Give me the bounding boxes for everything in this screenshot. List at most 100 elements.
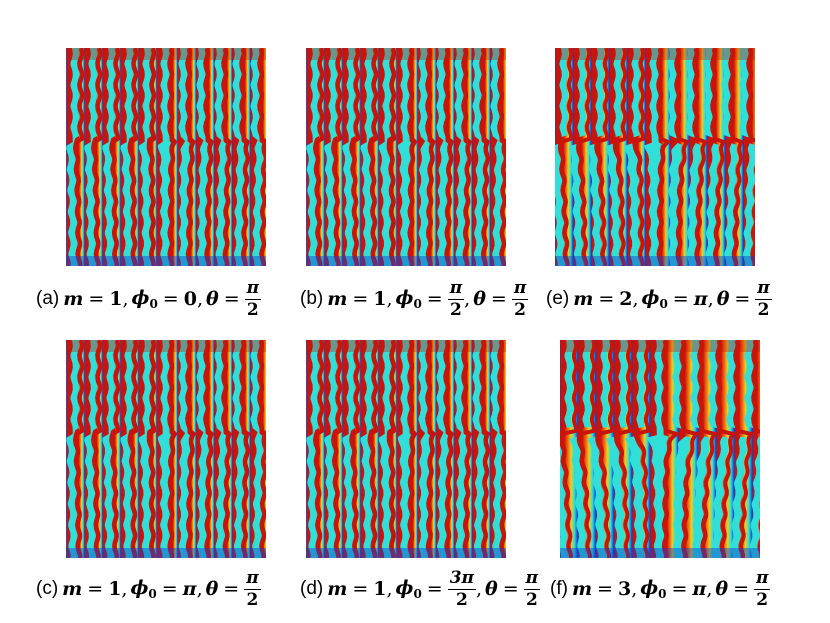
fringe-crest (313, 340, 325, 558)
fringe-band (239, 340, 258, 558)
fringe-crest (109, 340, 121, 558)
fringe-panel-f (560, 340, 760, 558)
fringe-crest (368, 48, 379, 266)
caption-tag: (f) (550, 578, 568, 599)
fringe-band (497, 340, 506, 558)
fringe-crest (203, 48, 215, 266)
fringe-crest (185, 48, 197, 266)
fringe-band (656, 48, 681, 266)
fringe-crest (577, 340, 597, 558)
surface-top-shade (555, 48, 755, 60)
fringe-crest (73, 340, 85, 558)
fringe-crest (91, 340, 103, 558)
fringe-band (631, 340, 657, 558)
fringe-crest (387, 48, 397, 266)
fringe-crest (560, 340, 579, 558)
fringe-band (72, 48, 91, 266)
caption-tag: (b) (300, 288, 324, 309)
fringe-crest (73, 48, 85, 266)
fringe-crest (595, 340, 615, 558)
fringe-crest (697, 340, 718, 558)
symbol-phi: ϕ0 (395, 287, 422, 311)
equals: = (352, 578, 369, 600)
fringe-surface-f (560, 340, 760, 558)
fringe-crest (751, 340, 760, 558)
surface-top-shade (306, 340, 506, 352)
fringe-crest (632, 48, 646, 266)
phi-value: 0 (183, 288, 197, 310)
fringe-band (479, 340, 498, 558)
fringe-band (613, 340, 639, 558)
caption-tag: (a) (36, 288, 60, 309)
m-value: 1 (373, 578, 387, 600)
fringe-crest (221, 340, 233, 558)
surface-bottom-shade (306, 256, 506, 266)
fringe-crest (633, 340, 651, 558)
comma: , (196, 578, 203, 600)
m-value: 1 (109, 288, 123, 310)
comma: , (464, 288, 471, 310)
equals: = (426, 288, 443, 310)
surface-bottom-shade (560, 548, 760, 558)
comma: , (386, 288, 393, 310)
fringe-crest (387, 340, 397, 558)
fringe-crest (349, 48, 361, 266)
fringe-band (425, 340, 444, 558)
fringe-panel-a (66, 48, 266, 266)
fringe-surface-c (66, 340, 266, 558)
comma: , (196, 288, 203, 310)
symbol-m: m (327, 578, 348, 600)
fringe-crest (461, 340, 473, 558)
comma: , (706, 578, 713, 600)
equals: = (672, 288, 689, 310)
fringe-crest (674, 48, 690, 266)
equals: = (161, 578, 178, 600)
fringe-crest (313, 48, 325, 266)
fringe-crest (221, 48, 233, 266)
fringe-band (661, 340, 692, 558)
equals: = (733, 578, 749, 600)
fringe-band (367, 48, 385, 266)
fringe-crest (692, 48, 708, 266)
fringe-crest (128, 48, 139, 266)
fringe-band (185, 340, 204, 558)
fringe-crest (239, 48, 251, 266)
equals: = (223, 288, 240, 310)
fringe-crest (479, 340, 491, 558)
phi-value: π (693, 288, 708, 310)
fringe-panel-b (306, 48, 506, 266)
symbol-m: m (327, 288, 348, 310)
fringe-crest (203, 340, 215, 558)
surface-bottom-shade (306, 548, 506, 558)
fringe-band (203, 48, 222, 266)
fringe-band (443, 48, 462, 266)
fringe-band (679, 340, 709, 558)
fringe-band (595, 340, 621, 558)
comma: , (707, 288, 714, 310)
fringe-band (443, 340, 462, 558)
fringe-band (746, 48, 755, 266)
symbol-theta: θ (715, 578, 729, 600)
fringe-crest (733, 340, 754, 558)
fringe-crest (167, 48, 178, 266)
fringe-crest (109, 48, 121, 266)
fringe-band (715, 340, 744, 558)
fringe-crest (497, 48, 506, 266)
fringe-crest (185, 340, 197, 558)
fringe-crest (349, 340, 361, 558)
fringe-crest (257, 340, 266, 558)
caption-tag: (e) (546, 288, 570, 309)
fringe-crest (425, 48, 437, 266)
phi-value: π (692, 578, 707, 600)
equals: = (88, 288, 105, 310)
fringe-band (733, 340, 760, 558)
m-value: 2 (619, 288, 633, 310)
fringe-crest (728, 48, 744, 266)
comma: , (476, 578, 483, 600)
fringe-band (576, 340, 603, 558)
